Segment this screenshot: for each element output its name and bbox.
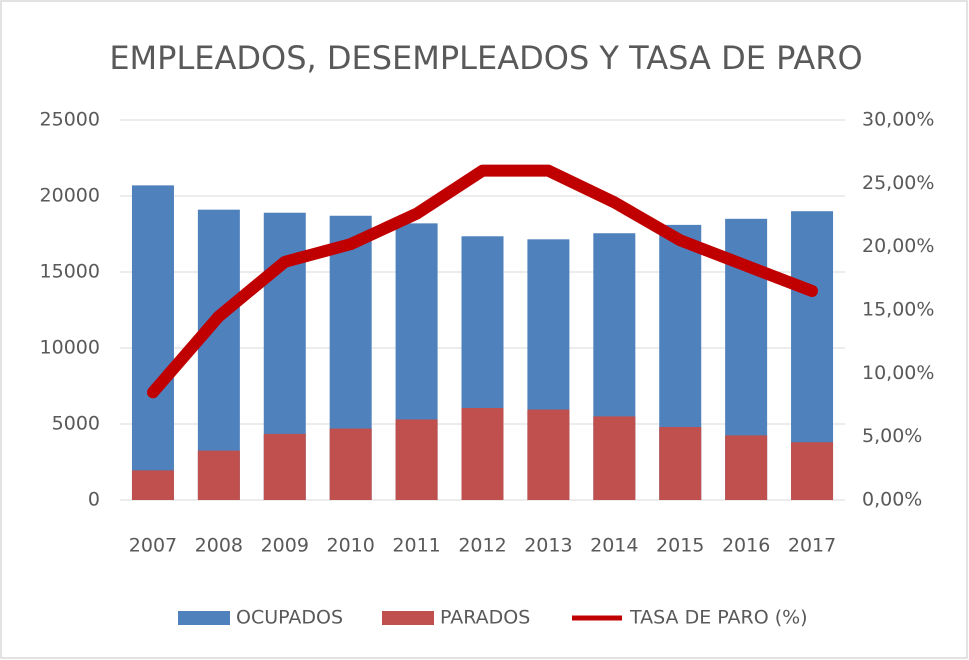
y-tick-label: 10000 — [40, 337, 100, 359]
bar — [329, 428, 372, 500]
y2-tick-label: 10,00% — [862, 362, 934, 384]
legend-label: OCUPADOS — [236, 607, 343, 629]
x-tick-label: 2017 — [788, 535, 836, 557]
bar — [263, 433, 306, 500]
x-tick-label: 2013 — [524, 535, 572, 557]
legend-swatch — [382, 611, 434, 625]
y-tick-label: 15000 — [40, 261, 100, 283]
x-tick-label: 2012 — [458, 535, 506, 557]
legend-label: TASA DE PARO (%) — [629, 607, 808, 629]
y-tick-label: 0 — [88, 489, 100, 511]
bar — [527, 409, 570, 500]
y2-tick-label: 30,00% — [862, 109, 934, 131]
x-tick-label: 2015 — [656, 535, 704, 557]
y2-tick-label: 15,00% — [862, 299, 934, 321]
bar — [131, 185, 174, 501]
y2-tick-label: 0,00% — [862, 489, 922, 511]
y2-tick-label: 20,00% — [862, 235, 934, 257]
bar — [131, 470, 174, 500]
legend-label: PARADOS — [440, 607, 530, 629]
bar — [725, 435, 768, 500]
bar — [791, 442, 834, 500]
x-tick-label: 2016 — [722, 535, 770, 557]
x-tick-label: 2009 — [261, 535, 309, 557]
x-tick-label: 2010 — [327, 535, 375, 557]
bar — [461, 408, 504, 500]
x-tick-label: 2007 — [129, 535, 177, 557]
y2-tick-label: 5,00% — [862, 425, 922, 447]
x-tick-label: 2008 — [195, 535, 243, 557]
legend-swatch — [178, 611, 230, 625]
x-tick-label: 2011 — [392, 535, 440, 557]
y-tick-label: 5000 — [52, 413, 100, 435]
y2-tick-label: 25,00% — [862, 172, 934, 194]
bar — [659, 427, 702, 500]
bar — [395, 419, 438, 500]
bar — [197, 450, 240, 500]
bar — [593, 416, 636, 500]
chart-title: EMPLEADOS, DESEMPLEADOS Y TASA DE PARO — [109, 39, 862, 77]
y-tick-label: 25000 — [40, 109, 100, 131]
y-tick-label: 20000 — [40, 185, 100, 207]
x-tick-label: 2014 — [590, 535, 638, 557]
line-series — [146, 164, 819, 399]
